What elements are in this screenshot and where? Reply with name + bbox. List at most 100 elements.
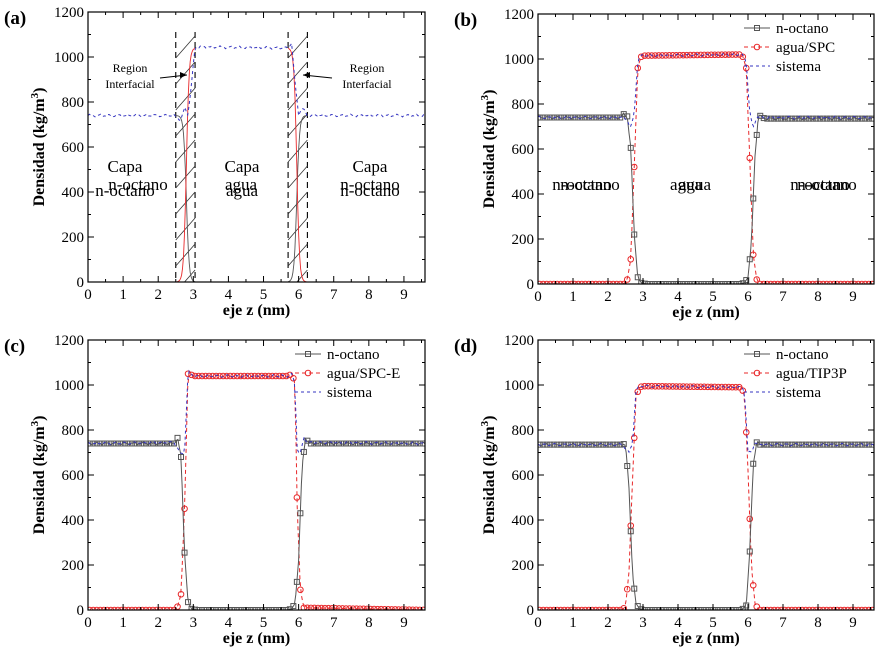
- hatch-line: [175, 139, 196, 163]
- octane-marker: [627, 144, 634, 151]
- water-marker: [781, 280, 789, 284]
- water-marker: [802, 606, 810, 610]
- y-tick-label: 0: [527, 277, 535, 293]
- y-tick-label: 1000: [504, 52, 534, 68]
- water-marker: [261, 372, 269, 380]
- arrow-head: [180, 72, 187, 78]
- water-marker: [276, 372, 283, 380]
- y-tick-label: 800: [512, 423, 535, 439]
- y-tick-label: 400: [512, 187, 535, 203]
- octane-marker: [855, 441, 862, 448]
- octane-marker: [634, 274, 641, 281]
- water-marker: [89, 606, 97, 610]
- octane-marker: [409, 440, 416, 447]
- octane-marker: [697, 607, 704, 610]
- octane-marker: [687, 607, 694, 610]
- water-marker: [153, 606, 160, 610]
- octane-marker: [848, 441, 855, 448]
- water-marker: [560, 606, 568, 610]
- octane-marker: [788, 441, 795, 448]
- octane-marker: [90, 440, 97, 447]
- water-marker: [184, 370, 192, 378]
- water-marker: [300, 604, 308, 610]
- water-marker: [132, 606, 139, 610]
- octane-marker: [729, 607, 736, 610]
- water-marker: [360, 605, 367, 610]
- region-label: agua: [226, 181, 259, 200]
- octane-marker: [666, 607, 673, 610]
- octane-marker: [178, 454, 185, 460]
- water-marker: [760, 280, 768, 284]
- octane-marker: [568, 441, 575, 448]
- octane-marker: [669, 281, 676, 284]
- hatch-line: [175, 113, 196, 137]
- water-marker: [616, 280, 624, 284]
- water-marker: [802, 280, 810, 284]
- hatch-line: [296, 269, 308, 282]
- water-marker: [128, 606, 136, 610]
- octane-marker: [163, 440, 170, 447]
- water-marker: [170, 606, 178, 610]
- octane-line: [88, 437, 425, 610]
- interface-annotation: Interfacial: [105, 77, 155, 91]
- octane-marker: [718, 281, 725, 284]
- water-marker: [774, 280, 782, 284]
- hatch-line: [287, 61, 308, 85]
- water-marker: [592, 606, 600, 610]
- interface-annotation: Interfacial: [342, 77, 392, 91]
- octane-marker: [209, 607, 216, 610]
- water-marker: [851, 606, 859, 610]
- water-marker: [830, 280, 838, 284]
- water-marker: [585, 606, 593, 610]
- water-marker: [644, 382, 652, 390]
- water-marker: [714, 51, 722, 59]
- water-marker: [381, 605, 388, 610]
- water-marker: [595, 280, 603, 284]
- water-marker: [767, 280, 775, 284]
- series-octane: [538, 111, 874, 284]
- water-marker: [746, 154, 754, 162]
- octane-marker: [827, 115, 834, 122]
- octane-marker: [121, 440, 128, 447]
- panel-label: (c): [4, 336, 25, 357]
- octane-marker: [858, 441, 865, 448]
- octane-marker: [188, 605, 195, 610]
- water-marker: [781, 606, 789, 610]
- water-marker: [574, 280, 582, 284]
- octane-marker: [757, 441, 764, 448]
- octane-marker: [795, 441, 802, 448]
- water-marker: [690, 383, 698, 391]
- water-marker: [795, 606, 803, 610]
- panel-b: 0 1 2 3 4 5 6 7 8 9 0 200 400 600 800 1000 1200 eje z (nm…: [454, 7, 875, 321]
- octane-marker: [538, 441, 543, 448]
- water-marker: [819, 280, 827, 284]
- octane-marker: [202, 607, 209, 610]
- octane-marker: [582, 441, 589, 448]
- y-tick-label: 200: [62, 230, 85, 246]
- octane-marker: [343, 440, 350, 447]
- water-marker: [363, 605, 371, 610]
- water-marker: [223, 372, 230, 380]
- x-tick-label: 5: [260, 287, 268, 303]
- system-line: [88, 369, 425, 455]
- octane-marker: [694, 281, 701, 284]
- water-marker: [788, 606, 796, 610]
- octane-marker: [237, 607, 244, 610]
- octane-marker: [659, 607, 666, 610]
- water-marker: [585, 280, 593, 284]
- water-marker: [388, 606, 395, 610]
- octane-marker: [592, 114, 599, 121]
- x-tick-label: 4: [225, 287, 233, 303]
- water-marker: [837, 606, 845, 610]
- legend-entry: sistema: [776, 59, 821, 75]
- octane-marker: [293, 578, 300, 585]
- water-marker: [88, 606, 94, 610]
- octane-marker: [223, 607, 230, 610]
- water-marker: [181, 505, 188, 513]
- water-marker: [118, 606, 125, 610]
- water-marker: [346, 605, 353, 610]
- octane-marker: [641, 607, 648, 610]
- water-marker: [774, 606, 782, 610]
- octane-marker: [652, 281, 659, 284]
- octane-marker: [739, 605, 746, 610]
